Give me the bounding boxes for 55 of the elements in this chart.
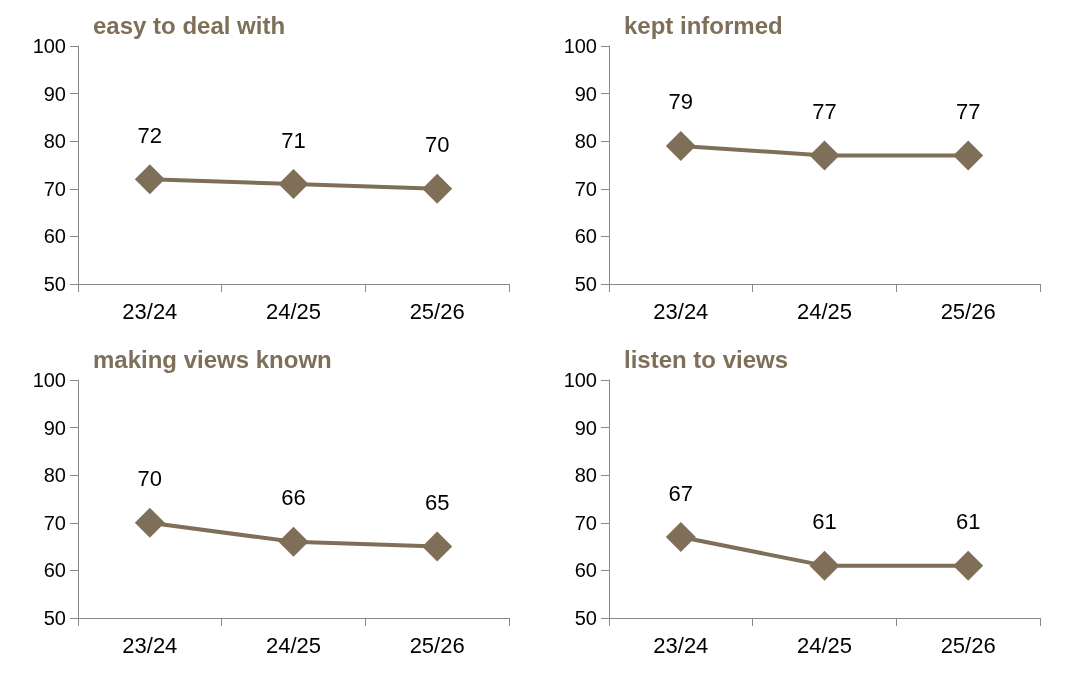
y-tick-label: 100: [32, 369, 66, 391]
data-label: 66: [281, 485, 306, 511]
chart-title: kept informed: [624, 11, 783, 39]
x-tick-label: 25/26: [940, 632, 996, 658]
y-tick-label: 100: [563, 35, 597, 57]
y-tick-label: 100: [32, 35, 66, 57]
data-label: 79: [668, 89, 694, 115]
data-label: 71: [281, 127, 306, 153]
x-tick-label: 25/26: [940, 298, 996, 324]
y-tick-label: 50: [43, 607, 66, 629]
x-tick-label: 23/24: [122, 298, 178, 324]
data-label: 61: [812, 509, 837, 535]
x-tick-label: 24/25: [265, 632, 322, 658]
data-label: 70: [424, 132, 450, 158]
y-tick-label: 90: [574, 416, 597, 439]
point: [134, 507, 165, 538]
y-tick-label: 90: [43, 82, 66, 105]
data-label: 72: [137, 122, 163, 148]
x-tick-label: 25/26: [409, 632, 465, 658]
data-label: 77: [812, 98, 837, 124]
data-label: 61: [955, 509, 981, 535]
x-tick-label: 23/24: [653, 632, 709, 658]
y-tick-label: 80: [43, 464, 66, 487]
y-tick-label: 60: [574, 559, 597, 582]
y-tick-label: 70: [43, 511, 66, 534]
y-tick-label: 70: [43, 177, 66, 200]
y-tick-label: 60: [43, 559, 66, 582]
y-tick-label: 80: [574, 130, 597, 153]
y-tick-label: 80: [574, 464, 597, 487]
y-tick-label: 60: [574, 225, 597, 248]
y-tick-label: 50: [574, 607, 597, 629]
y-tick-label: 50: [43, 273, 66, 295]
data-label: 65: [424, 490, 450, 516]
y-tick-label: 50: [574, 273, 597, 295]
x-tick-label: 25/26: [409, 298, 465, 324]
x-tick-label: 24/25: [265, 298, 322, 324]
x-tick-label: 24/25: [796, 298, 853, 324]
x-tick-label: 24/25: [796, 632, 853, 658]
y-tick-label: 80: [43, 130, 66, 153]
y-tick-label: 70: [574, 511, 597, 534]
x-tick-label: 23/24: [653, 298, 709, 324]
point: [422, 531, 453, 562]
chart-title: making views known: [93, 345, 332, 373]
data-label: 70: [137, 466, 163, 492]
point: [278, 526, 309, 557]
y-tick-label: 100: [563, 369, 597, 391]
x-tick-label: 23/24: [122, 632, 178, 658]
chart-title: listen to views: [624, 345, 789, 373]
y-tick-label: 90: [574, 82, 597, 105]
data-label: 77: [955, 98, 981, 124]
y-tick-label: 90: [43, 416, 66, 439]
chart-title: easy to deal with: [93, 11, 286, 39]
data-label: 67: [668, 480, 694, 506]
y-tick-label: 70: [574, 177, 597, 200]
y-tick-label: 60: [43, 225, 66, 248]
